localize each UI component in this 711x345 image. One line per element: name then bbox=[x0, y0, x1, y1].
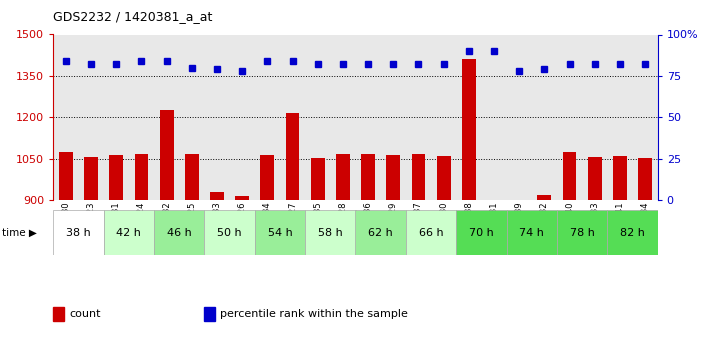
Bar bbox=[506, 210, 557, 255]
Bar bbox=[53, 210, 104, 255]
Bar bbox=[336, 154, 350, 345]
Text: 74 h: 74 h bbox=[519, 228, 544, 238]
Bar bbox=[638, 158, 652, 345]
Text: 50 h: 50 h bbox=[218, 228, 242, 238]
Text: 78 h: 78 h bbox=[570, 228, 594, 238]
Bar bbox=[286, 113, 299, 345]
Text: GDS2232 / 1420381_a_at: GDS2232 / 1420381_a_at bbox=[53, 10, 213, 23]
Text: count: count bbox=[69, 309, 100, 319]
Bar bbox=[311, 158, 325, 345]
Bar bbox=[154, 210, 205, 255]
Text: 62 h: 62 h bbox=[368, 228, 393, 238]
Bar bbox=[109, 155, 123, 345]
Bar bbox=[562, 152, 577, 345]
Text: 70 h: 70 h bbox=[469, 228, 493, 238]
Bar bbox=[205, 210, 255, 255]
Bar bbox=[462, 59, 476, 345]
Bar bbox=[588, 157, 602, 345]
Bar bbox=[53, 307, 64, 321]
Text: percentile rank within the sample: percentile rank within the sample bbox=[220, 309, 408, 319]
Bar bbox=[412, 154, 425, 345]
Text: 66 h: 66 h bbox=[419, 228, 444, 238]
Bar bbox=[487, 201, 501, 345]
Text: 58 h: 58 h bbox=[318, 228, 343, 238]
Bar bbox=[185, 154, 199, 345]
Bar bbox=[613, 157, 627, 345]
Bar bbox=[512, 225, 526, 345]
Text: time ▶: time ▶ bbox=[2, 228, 37, 238]
Bar bbox=[255, 210, 305, 255]
Bar bbox=[386, 155, 400, 345]
Bar bbox=[305, 210, 356, 255]
Bar bbox=[437, 156, 451, 345]
Bar bbox=[59, 152, 73, 345]
Bar bbox=[456, 210, 506, 255]
Bar bbox=[134, 154, 149, 345]
Text: 82 h: 82 h bbox=[620, 228, 645, 238]
Bar bbox=[235, 196, 249, 345]
Bar bbox=[210, 192, 224, 345]
Bar bbox=[260, 155, 274, 345]
Text: 54 h: 54 h bbox=[267, 228, 292, 238]
Text: 42 h: 42 h bbox=[117, 228, 141, 238]
Bar bbox=[607, 210, 658, 255]
Bar bbox=[356, 210, 406, 255]
Bar bbox=[104, 210, 154, 255]
Text: 46 h: 46 h bbox=[167, 228, 191, 238]
Bar bbox=[538, 195, 551, 345]
Bar bbox=[205, 307, 215, 321]
Bar bbox=[361, 154, 375, 345]
Bar bbox=[557, 210, 607, 255]
Text: 38 h: 38 h bbox=[66, 228, 91, 238]
Bar bbox=[84, 157, 98, 345]
Bar bbox=[406, 210, 456, 255]
Bar bbox=[160, 110, 173, 345]
